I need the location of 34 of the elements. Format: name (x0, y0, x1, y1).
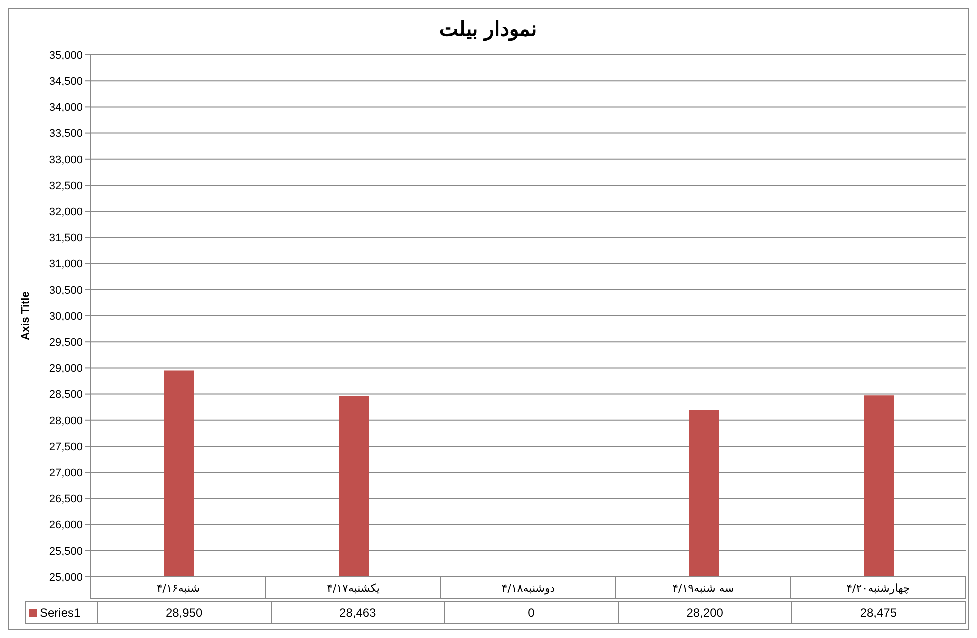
y-tick-label: 31,000 (49, 258, 83, 271)
y-tick-label: 25,500 (49, 546, 83, 558)
y-tick-label: 27,000 (49, 468, 83, 480)
y-tick-label: 27,500 (49, 441, 83, 454)
x-tick-label: شنبه۴/۱۶ (156, 582, 200, 595)
y-tick-label: 32,500 (49, 180, 83, 192)
text: 0 (528, 606, 535, 620)
y-tick-label: 31,500 (49, 232, 83, 245)
x-tick-label: سه شنبه۴/۱۹ (672, 582, 734, 595)
x-tick-label: یکشنبه۴/۱۷ (327, 582, 380, 595)
data-label: 28,200 (618, 602, 792, 624)
x-tick-label: چهارشنبه۴/۲۰ (846, 582, 910, 595)
y-tick-label: 35,000 (49, 50, 83, 62)
y-tick-label: 26,000 (49, 520, 83, 532)
data-label: 28,463 (271, 602, 445, 624)
y-tick-label: 33,500 (49, 128, 83, 140)
data-label: 28,475 (792, 602, 966, 624)
y-tick-label: 29,000 (49, 363, 83, 376)
y-tick-label: 30,000 (49, 310, 83, 323)
y-tick-label: 34,000 (49, 102, 83, 114)
y-tick-label: 30,500 (49, 284, 83, 297)
y-tick-label: 29,500 (49, 337, 83, 350)
data-label: 28,950 (98, 602, 272, 624)
y-tick-label: 28,500 (49, 389, 83, 402)
y-tick-label: 25,000 (49, 572, 83, 584)
y-tick-label: 26,500 (49, 494, 83, 506)
y-tick-label: 34,500 (49, 76, 83, 88)
chart-title: نمودار بیلت (438, 18, 538, 44)
legend-label: Series1 (26, 602, 98, 624)
y-axis-title: Axis Title (20, 292, 32, 340)
y-tick-label: 33,000 (49, 154, 83, 166)
y-tick-label: 32,000 (49, 206, 83, 219)
y-tick-label: 28,000 (49, 415, 83, 428)
x-tick-label: دوشنبه۴/۱۸ (502, 582, 556, 595)
